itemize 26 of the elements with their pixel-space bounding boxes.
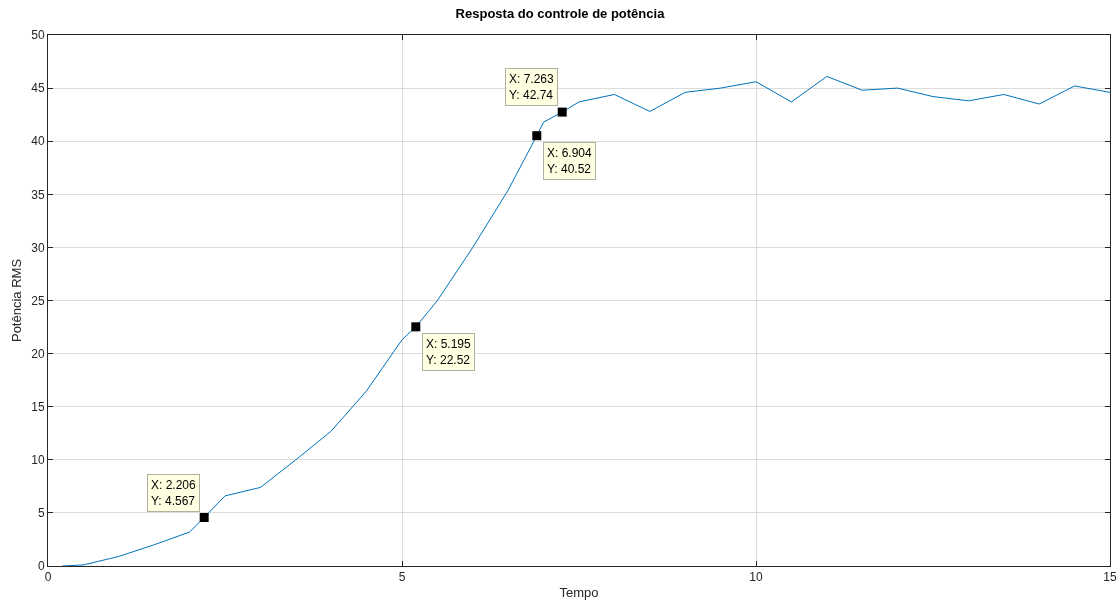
annotation: X: 6.904 Y: 40.52	[547, 146, 593, 176]
x-tick-label: 5	[398, 570, 406, 585]
y-tick-label: 30	[31, 240, 45, 255]
y-tick-label: 25	[31, 293, 45, 308]
line-series	[61, 75, 1110, 566]
y-tick-label: 40	[31, 134, 45, 149]
x-axis-title: Tempo	[559, 585, 599, 600]
annotation: X: 7.263 Y: 42.74	[509, 72, 555, 102]
point	[532, 131, 542, 141]
point	[411, 322, 421, 332]
chart-title: Resposta do controle de potência	[455, 6, 666, 22]
y-tick-label: 10	[31, 453, 45, 467]
y-tick-label: 45	[31, 81, 45, 96]
y-tick-label: 50	[31, 28, 45, 43]
annotation: X: 2.206 Y: 4.567	[151, 478, 197, 508]
point	[557, 107, 567, 117]
y-tick-label: 5	[37, 506, 45, 521]
point	[199, 513, 209, 522]
y-axis-title: Potência RMS	[9, 258, 25, 343]
y-tick-label: 35	[31, 187, 45, 202]
x-tick-label: 10	[749, 570, 763, 585]
y-tick-label: 20	[31, 346, 45, 361]
y-tick-label: 15	[31, 399, 45, 414]
x-tick-label: 15	[1103, 570, 1117, 585]
annotation: X: 5.195 Y: 22.52	[426, 337, 472, 367]
y-tick-label: 0	[37, 559, 45, 574]
